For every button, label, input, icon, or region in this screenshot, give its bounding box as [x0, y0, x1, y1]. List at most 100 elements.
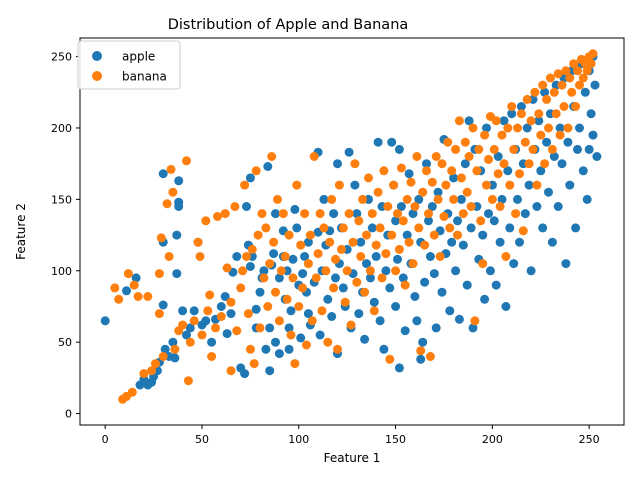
apple-point — [516, 102, 526, 111]
x-axis-label: Feature 1 — [324, 451, 381, 465]
apple-point — [207, 337, 217, 347]
apple-point — [414, 194, 424, 204]
apple-point — [290, 204, 300, 214]
apple-point — [540, 87, 550, 97]
apple-point — [259, 266, 269, 276]
apple-point — [575, 123, 584, 133]
apple-point — [561, 259, 571, 269]
banana-point — [406, 177, 416, 187]
banana-point — [226, 366, 236, 376]
banana-point — [257, 209, 267, 219]
apple-point — [586, 109, 596, 119]
banana-point — [267, 152, 277, 161]
legend-label-apple: apple — [122, 50, 155, 64]
banana-point — [178, 320, 188, 330]
apple-point — [265, 366, 275, 376]
legend-box — [77, 40, 181, 90]
apple-point — [480, 294, 490, 304]
y-tick-label: 50 — [58, 336, 72, 349]
banana-point — [274, 316, 284, 326]
banana-point — [520, 137, 530, 147]
apple-point — [240, 369, 250, 379]
apple-point — [131, 273, 141, 283]
apple-point — [489, 216, 499, 226]
banana-point — [377, 273, 387, 283]
banana-point — [321, 266, 331, 276]
apple-point — [408, 209, 418, 219]
banana-point — [427, 177, 437, 187]
banana-point — [216, 312, 226, 321]
apple-point — [222, 329, 232, 339]
apple-point — [478, 230, 488, 240]
chart-title: Distribution of Apple and Banana — [168, 17, 409, 33]
apple-point — [284, 344, 294, 354]
banana-point — [516, 109, 526, 119]
banana-point — [404, 237, 414, 247]
apple-point — [263, 162, 273, 171]
apple-point — [503, 166, 513, 176]
banana-point — [540, 159, 550, 169]
banana-point — [439, 212, 449, 221]
apple-point — [315, 330, 325, 340]
banana-point — [197, 330, 207, 340]
apple-point — [484, 209, 493, 219]
banana-point — [154, 309, 164, 319]
banana-point — [193, 237, 203, 247]
banana-point — [402, 194, 412, 204]
apple-point — [402, 230, 412, 240]
banana-point — [418, 187, 428, 197]
y-tick-label: 0 — [65, 408, 72, 421]
banana-point — [443, 137, 453, 147]
banana-point — [364, 173, 373, 183]
banana-point — [255, 323, 265, 333]
apple-point — [590, 80, 600, 90]
banana-point — [433, 194, 443, 204]
apple-point — [584, 144, 594, 154]
x-tick-label: 0 — [102, 433, 109, 446]
banana-point — [243, 309, 253, 319]
banana-point — [185, 337, 195, 347]
banana-point — [236, 283, 246, 293]
banana-point — [170, 344, 180, 354]
banana-point — [336, 244, 346, 254]
apple-point — [513, 194, 522, 204]
banana-point — [466, 202, 476, 211]
apple-point — [449, 173, 459, 183]
apple-point — [565, 180, 575, 190]
banana-point — [393, 209, 402, 219]
apple-point — [185, 323, 195, 333]
banana-point — [333, 344, 342, 354]
apple-point — [462, 280, 472, 290]
apple-point — [410, 292, 420, 301]
apple-point — [509, 259, 519, 269]
banana-point — [482, 180, 491, 190]
apple-point — [495, 237, 505, 247]
banana-point — [476, 216, 486, 226]
banana-point — [507, 102, 517, 111]
banana-point — [340, 297, 350, 307]
banana-point — [470, 316, 480, 326]
apple-point — [354, 309, 364, 319]
banana-point — [385, 354, 395, 364]
banana-point — [220, 209, 230, 219]
apple-point — [522, 123, 532, 133]
x-tick-label: 250 — [579, 433, 600, 446]
banana-point — [110, 283, 120, 293]
apple-point — [573, 144, 582, 154]
apple-point — [387, 137, 397, 147]
banana-point — [522, 94, 532, 104]
banana-point — [391, 266, 401, 276]
banana-point — [431, 152, 441, 161]
apple-point — [391, 302, 401, 311]
apple-point — [172, 230, 182, 240]
apple-point — [549, 152, 559, 161]
banana-point — [365, 266, 375, 276]
apple-point — [557, 159, 567, 169]
banana-point — [367, 209, 377, 219]
banana-point — [294, 302, 304, 311]
banana-point — [416, 346, 426, 356]
apple-point — [578, 166, 588, 176]
legend-marker-apple — [92, 51, 102, 61]
banana-point — [298, 283, 308, 293]
